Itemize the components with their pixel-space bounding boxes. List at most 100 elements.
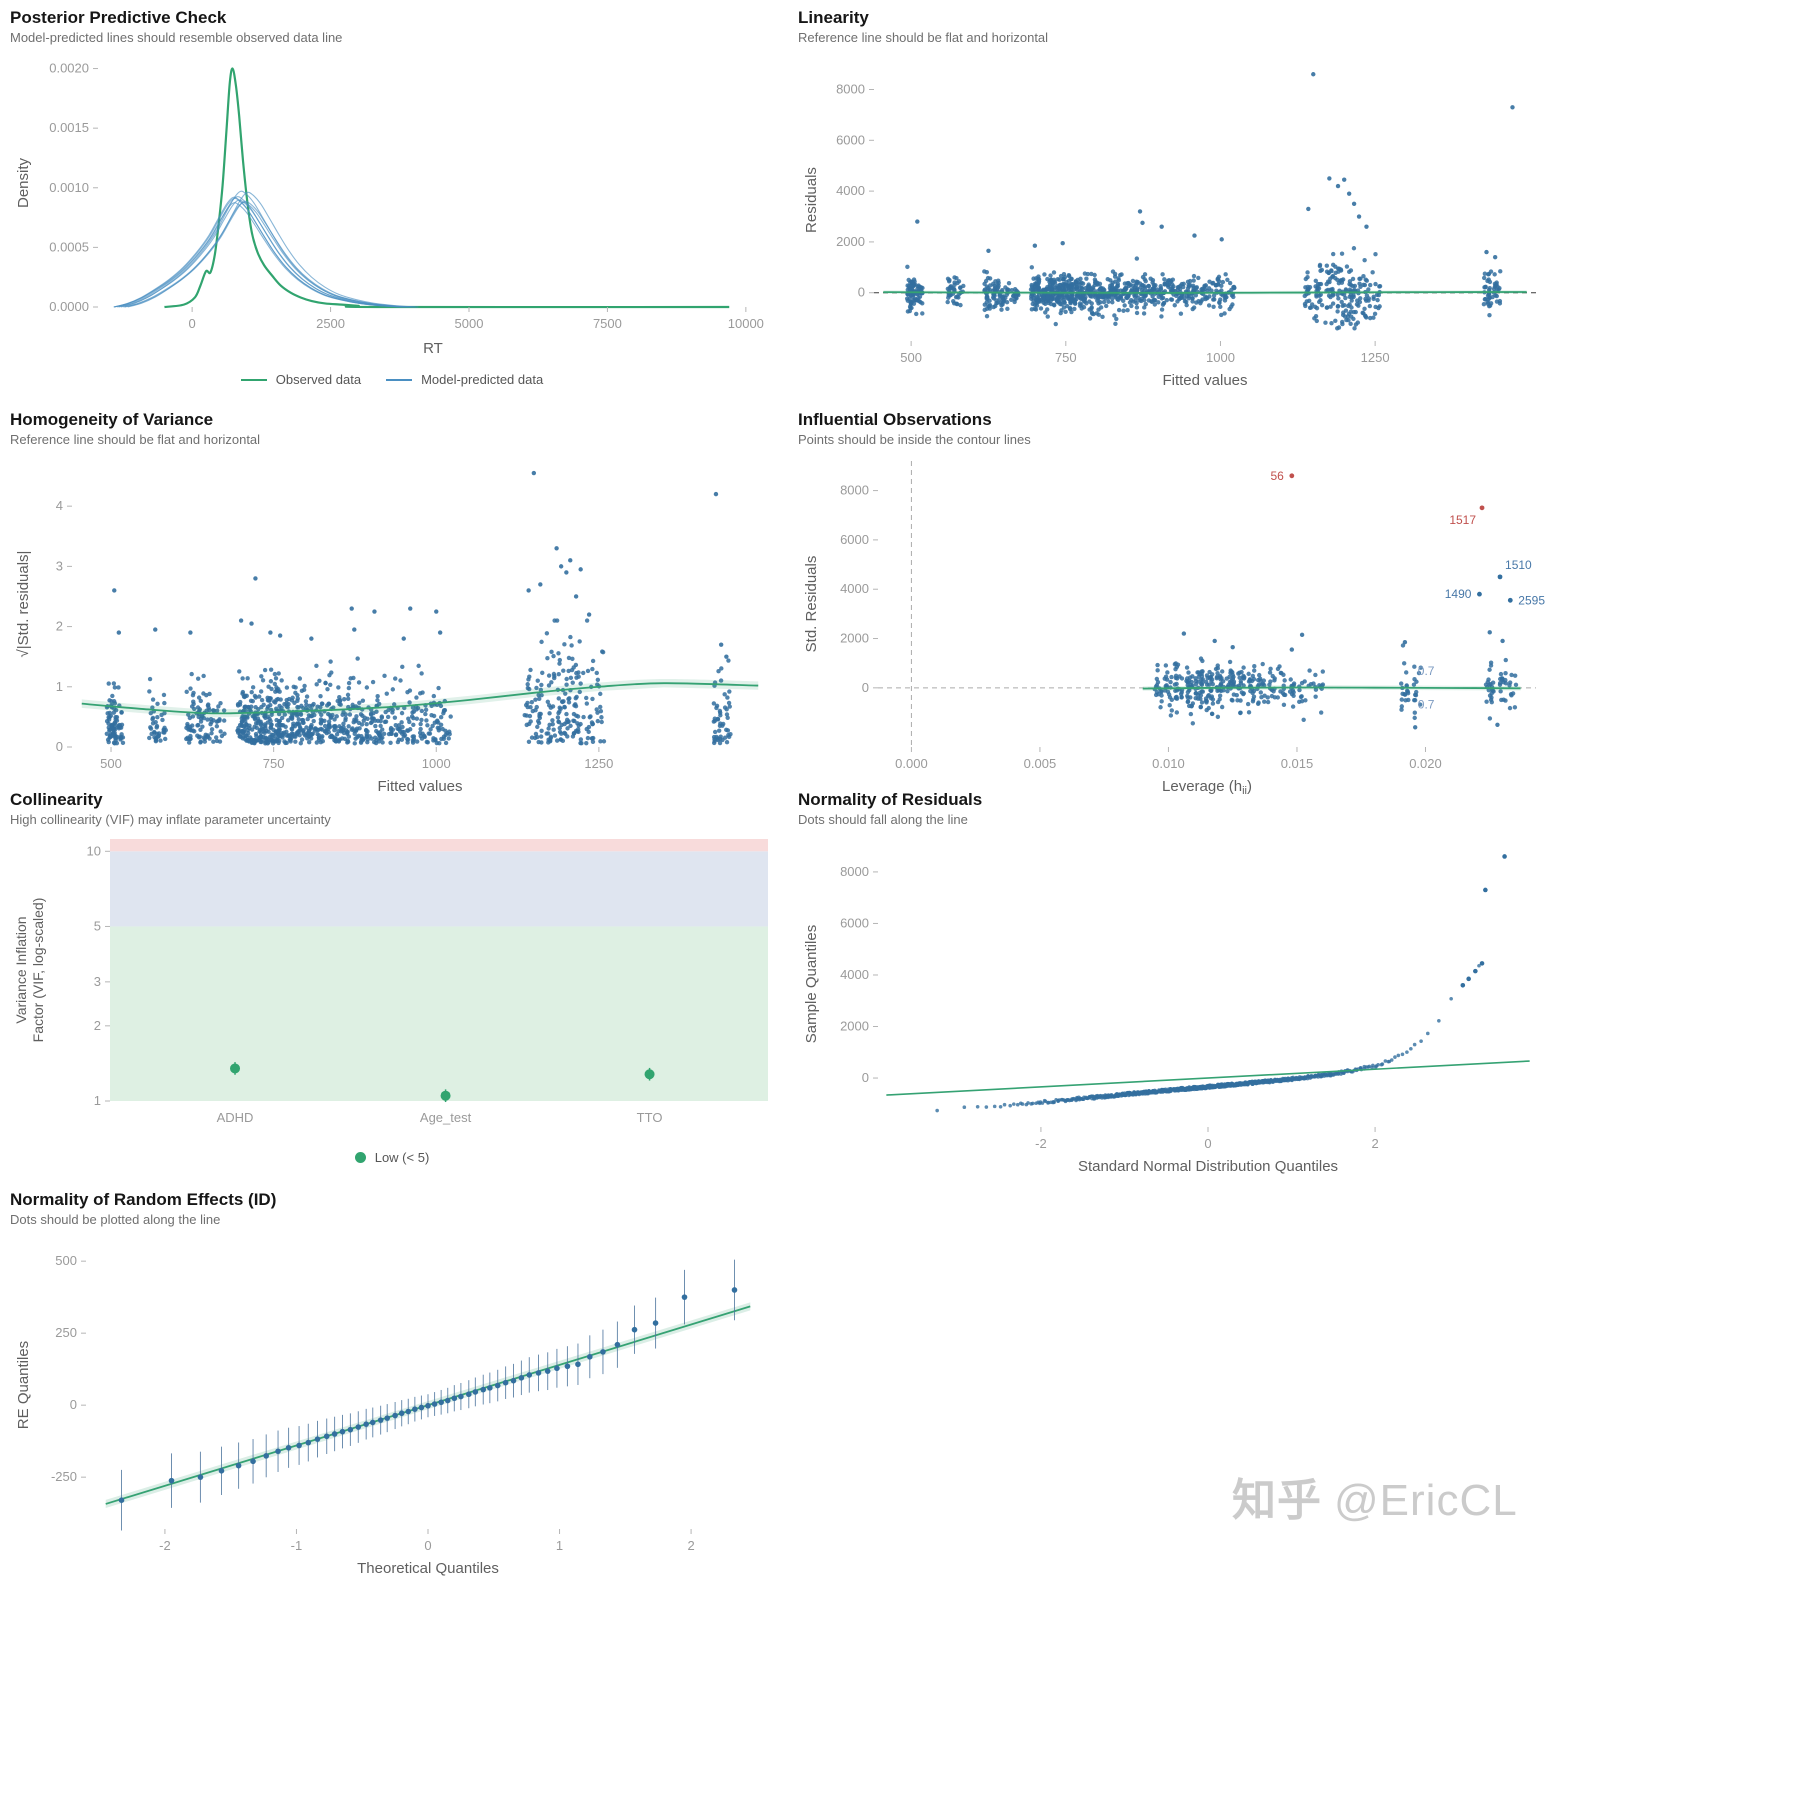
svg-text:10: 10: [87, 843, 101, 858]
svg-text:5: 5: [94, 918, 101, 933]
svg-text:1: 1: [94, 1093, 101, 1108]
svg-text:6000: 6000: [840, 915, 869, 930]
svg-text:1517: 1517: [1449, 513, 1476, 527]
panel-title: Normality of Random Effects (ID): [10, 1190, 277, 1209]
svg-text:0: 0: [70, 1397, 77, 1412]
panel-title: Homogeneity of Variance: [10, 410, 214, 429]
panel-homogeneity-of-variance: Homogeneity of Variance Reference line s…: [10, 410, 790, 808]
svg-text:10000: 10000: [728, 316, 764, 331]
residuals-qq-chart: -2 0 2 0 2000 4000 6000 8000 Standard Normal Dis…: [803, 854, 1530, 1175]
svg-text:-2: -2: [1035, 1136, 1047, 1151]
svg-text:0: 0: [862, 680, 869, 695]
low-vif-label: Low (< 5): [374, 1150, 430, 1165]
svg-text:0.015: 0.015: [1281, 756, 1314, 771]
svg-text:0.020: 0.020: [1409, 756, 1442, 771]
svg-text:1490: 1490: [1445, 587, 1472, 601]
ppc-legend: Observed data Model-predicted data: [10, 372, 790, 387]
svg-text:1250: 1250: [1361, 350, 1390, 365]
svg-text:0: 0: [858, 285, 865, 300]
svg-text:Density: Density: [15, 157, 32, 208]
svg-text:6000: 6000: [840, 532, 869, 547]
svg-text:Age_test: Age_test: [420, 1110, 472, 1125]
svg-text:-2: -2: [159, 1538, 171, 1553]
svg-text:0.005: 0.005: [1024, 756, 1057, 771]
svg-text:0.0020: 0.0020: [49, 61, 89, 76]
svg-text:0.0015: 0.0015: [49, 120, 89, 135]
panel-subtitle: Dots should fall along the line: [798, 812, 968, 827]
svg-text:2595: 2595: [1518, 593, 1545, 607]
panel-title: Posterior Predictive Check: [10, 8, 227, 27]
svg-text:Standard Normal Distribution Q: Standard Normal Distribution Quantiles: [1078, 1158, 1338, 1175]
svg-text:Leverage (hii): Leverage (hii): [1162, 778, 1252, 797]
observed-data-line-swatch: [240, 378, 267, 381]
svg-text:1510: 1510: [1505, 558, 1532, 572]
svg-text:3: 3: [56, 558, 63, 573]
svg-text:0.0005: 0.0005: [49, 239, 89, 254]
svg-text:4: 4: [56, 498, 63, 513]
panel-influential-observations: Influential Observations Points should b…: [798, 410, 1556, 808]
observed-data-label: Observed data: [275, 372, 362, 387]
svg-text:0: 0: [424, 1538, 431, 1553]
svg-text:0: 0: [1204, 1136, 1211, 1151]
svg-text:8000: 8000: [840, 864, 869, 879]
influential-observations-chart: 56 1517 1510 1490 2595 0.7 0.7 0.000 0.005 0.010 0…: [803, 461, 1545, 797]
panel-subtitle: Points should be inside the contour line…: [798, 432, 1031, 447]
svg-text:0.7: 0.7: [1418, 698, 1435, 712]
svg-text:8000: 8000: [840, 483, 869, 498]
panel-subtitle: Reference line should be flat and horizo…: [10, 432, 261, 447]
panel-normality-of-random-effects: Normality of Random Effects (ID) Dots sh…: [10, 1190, 790, 1590]
svg-text:Fitted values: Fitted values: [377, 778, 462, 795]
svg-text:0.0010: 0.0010: [49, 180, 89, 195]
svg-text:2: 2: [1371, 1136, 1378, 1151]
svg-text:2000: 2000: [836, 234, 865, 249]
collinearity-chart: ADHD Age_test TTO 1 2 3 5 10 Variance Inflation F…: [13, 839, 768, 1125]
svg-text:8000: 8000: [836, 81, 865, 96]
svg-text:4000: 4000: [836, 183, 865, 198]
panel-title: Normality of Residuals: [798, 790, 983, 809]
svg-text:0.000: 0.000: [895, 756, 928, 771]
svg-text:3: 3: [94, 974, 101, 989]
svg-text:Theoretical Quantiles: Theoretical Quantiles: [357, 1560, 499, 1577]
panel-normality-of-residuals: Normality of Residuals Dots should fall …: [798, 790, 1558, 1188]
svg-text:1: 1: [56, 679, 63, 694]
svg-text:7500: 7500: [593, 316, 622, 331]
svg-text:TTO: TTO: [637, 1110, 663, 1125]
svg-text:2000: 2000: [840, 631, 869, 646]
svg-text:Sample Quantiles: Sample Quantiles: [803, 925, 820, 1043]
svg-text:2: 2: [687, 1538, 694, 1553]
panel-title: Collinearity: [10, 790, 103, 809]
panel-subtitle: High collinearity (VIF) may inflate para…: [10, 812, 331, 827]
panel-linearity: Linearity Reference line should be flat …: [798, 8, 1556, 402]
svg-text:500: 500: [100, 756, 122, 771]
svg-text:2500: 2500: [316, 316, 345, 331]
svg-text:Fitted values: Fitted values: [1162, 372, 1247, 389]
svg-text:5000: 5000: [455, 316, 484, 331]
svg-text:ADHD: ADHD: [217, 1110, 254, 1125]
svg-text:0: 0: [189, 316, 196, 331]
low-vif-dot-swatch: [354, 1152, 366, 1163]
panel-subtitle: Dots should be plotted along the line: [10, 1212, 221, 1227]
model-predicted-data-label: Model-predicted data: [421, 372, 544, 387]
svg-text:750: 750: [263, 756, 285, 771]
svg-text:1000: 1000: [422, 756, 451, 771]
svg-text:4000: 4000: [840, 581, 869, 596]
svg-text:Std. Residuals: Std. Residuals: [803, 556, 820, 653]
svg-text:0.7: 0.7: [1418, 664, 1435, 678]
random-effects-qq-chart: -2 -1 0 1 2 -250 0 250 500 Theoretical Quantiles R…: [15, 1253, 751, 1577]
svg-text:RT: RT: [423, 340, 443, 357]
svg-text:√|Std. residuals|: √|Std. residuals|: [15, 551, 32, 658]
panel-subtitle: Reference line should be flat and horizo…: [798, 30, 1049, 45]
posterior-predictive-chart: 0 2500 5000 7500 10000 0.0000 0.0005 0.0010 0.00…: [15, 61, 764, 357]
svg-text:-1: -1: [291, 1538, 303, 1553]
svg-text:1: 1: [556, 1538, 563, 1553]
svg-text:-250: -250: [51, 1469, 77, 1484]
svg-text:500: 500: [55, 1253, 77, 1268]
svg-text:2: 2: [56, 619, 63, 634]
svg-text:6000: 6000: [836, 132, 865, 147]
watermark-logo: 知乎: [1232, 1476, 1322, 1525]
svg-text:RE Quantiles: RE Quantiles: [15, 1341, 32, 1429]
svg-text:500: 500: [900, 350, 922, 365]
svg-text:0: 0: [56, 739, 63, 754]
svg-text:750: 750: [1055, 350, 1077, 365]
